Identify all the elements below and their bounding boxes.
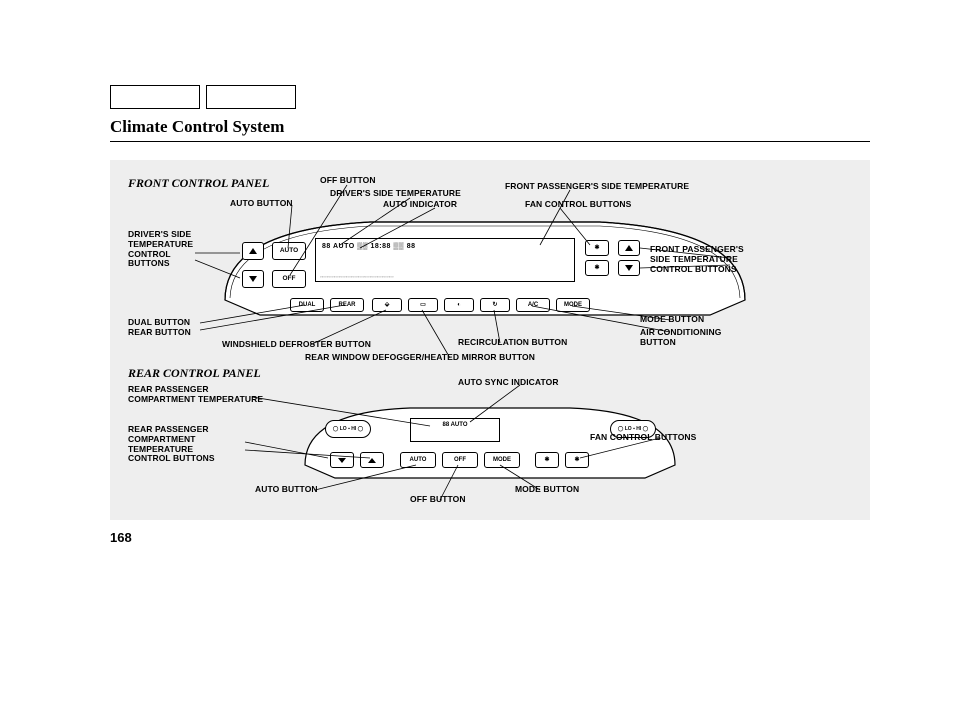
header-box-1 — [110, 85, 200, 109]
header-box-2 — [206, 85, 296, 109]
leader-lines — [110, 160, 870, 520]
header-boxes — [110, 85, 870, 109]
page-number: 168 — [110, 530, 870, 545]
page-title: Climate Control System — [110, 117, 870, 142]
diagram-area: FRONT CONTROL PANEL REAR CONTROL PANEL A… — [110, 160, 870, 520]
